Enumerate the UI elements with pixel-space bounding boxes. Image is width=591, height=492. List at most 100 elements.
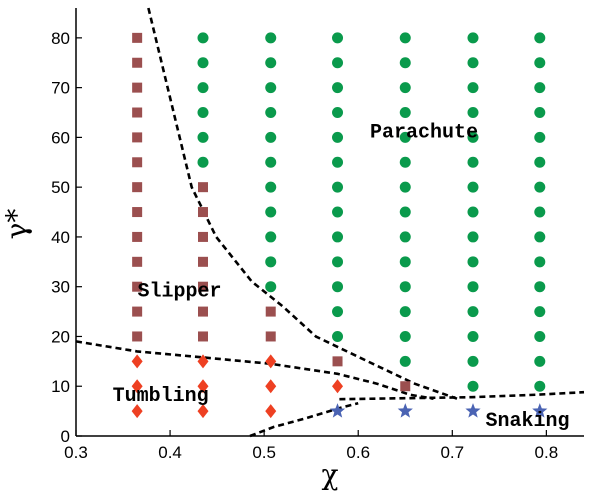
parachute-point <box>534 330 546 342</box>
region-labels: Parachute Slipper Tumbling Snaking <box>113 121 570 433</box>
parachute-point <box>197 82 209 94</box>
parachute-point <box>467 206 479 218</box>
parachute-point <box>332 181 344 193</box>
slipper-point <box>132 157 143 168</box>
parachute-point <box>332 131 344 143</box>
slipper-point <box>198 182 208 193</box>
tumbling-point <box>265 379 277 394</box>
slipper-point <box>132 132 143 143</box>
parachute-point <box>197 107 209 119</box>
parachute-point <box>399 131 411 143</box>
parachute-point <box>467 107 479 119</box>
parachute-point <box>399 82 411 94</box>
parachute-point <box>467 256 479 268</box>
parachute-point <box>399 181 411 193</box>
parachute-point <box>265 281 277 293</box>
tumbling-point <box>265 404 277 419</box>
tumbling-point <box>197 354 209 369</box>
parachute-point <box>534 156 546 168</box>
parachute-point <box>534 57 546 69</box>
slipper-point <box>132 57 143 68</box>
slipper-point <box>198 331 208 342</box>
region-label-snaking: Snaking <box>486 410 570 433</box>
parachute-point <box>534 131 546 143</box>
x-tick-label: 0.7 <box>440 443 464 462</box>
y-tick-label: 0 <box>61 427 70 446</box>
tumbling-point <box>265 354 277 369</box>
slipper-point <box>132 306 143 317</box>
boundary-slipper-parachute <box>147 7 458 400</box>
slipper-point <box>132 82 143 93</box>
parachute-point <box>399 256 411 268</box>
parachute-point <box>265 256 277 268</box>
parachute-point <box>399 281 411 293</box>
slipper-point <box>265 306 276 317</box>
axes <box>75 8 584 437</box>
y-tick-label: 40 <box>51 228 70 247</box>
x-tick-label: 0.6 <box>346 443 370 462</box>
tumbling-point <box>197 404 209 419</box>
region-label-slipper: Slipper <box>137 281 221 304</box>
parachute-point <box>467 231 479 243</box>
x-tick-label: 0.8 <box>535 443 559 462</box>
tumbling-point <box>332 379 344 394</box>
parachute-point <box>534 256 546 268</box>
snaking-point <box>397 403 413 418</box>
parachute-point <box>332 107 344 119</box>
x-tick-label: 0.3 <box>64 443 88 462</box>
slipper-point <box>198 207 208 218</box>
parachute-point <box>534 82 546 94</box>
snaking-point <box>329 403 346 418</box>
boundary-lines <box>75 7 585 438</box>
snaking-point <box>532 403 548 418</box>
parachute-point <box>534 306 546 318</box>
parachute-point <box>265 156 277 168</box>
slipper-point <box>132 256 143 267</box>
x-tick-label: 0.4 <box>158 443 182 462</box>
slipper-point <box>332 356 343 367</box>
parachute-point <box>332 256 344 268</box>
y-axis-label: γ* <box>0 209 33 240</box>
parachute-point <box>534 32 546 44</box>
slipper-point <box>198 231 208 242</box>
boundary-snaking-lower <box>249 401 359 438</box>
y-tick-label: 80 <box>51 29 70 48</box>
y-tick-label: 20 <box>51 327 70 346</box>
parachute-point <box>265 107 277 119</box>
parachute-point <box>467 306 479 318</box>
region-label-tumbling: Tumbling <box>113 385 209 408</box>
parachute-point <box>197 131 209 143</box>
parachute-point <box>467 281 479 293</box>
parachute-point <box>467 57 479 69</box>
parachute-point <box>265 57 277 69</box>
tick-labels: 0.3 0.4 0.5 0.6 0.7 0.8 0 10 20 30 40 50 60 70 80 <box>51 29 558 462</box>
slipper-point <box>198 306 208 317</box>
slipper-point <box>132 207 143 218</box>
parachute-point <box>399 156 411 168</box>
parachute-point <box>332 330 344 342</box>
parachute-point <box>265 32 277 44</box>
boundary-tumbling-upper <box>75 340 434 400</box>
parachute-point <box>399 231 411 243</box>
slipper-point <box>132 32 143 43</box>
slipper-point <box>132 107 143 118</box>
parachute-point <box>399 330 411 342</box>
parachute-point <box>197 57 209 69</box>
parachute-point <box>534 231 546 243</box>
parachute-point <box>467 380 479 392</box>
parachute-point <box>197 32 209 44</box>
parachute-point <box>332 57 344 69</box>
parachute-point <box>265 181 277 193</box>
y-tick-label: 30 <box>51 278 70 297</box>
snaking-point <box>465 403 481 418</box>
slipper-point <box>132 331 143 342</box>
parachute-point <box>467 355 479 367</box>
parachute-point <box>399 306 411 318</box>
parachute-point <box>265 206 277 218</box>
parachute-point <box>467 131 479 143</box>
parachute-point <box>399 107 411 119</box>
parachute-point <box>332 82 344 94</box>
parachute-point <box>467 82 479 94</box>
